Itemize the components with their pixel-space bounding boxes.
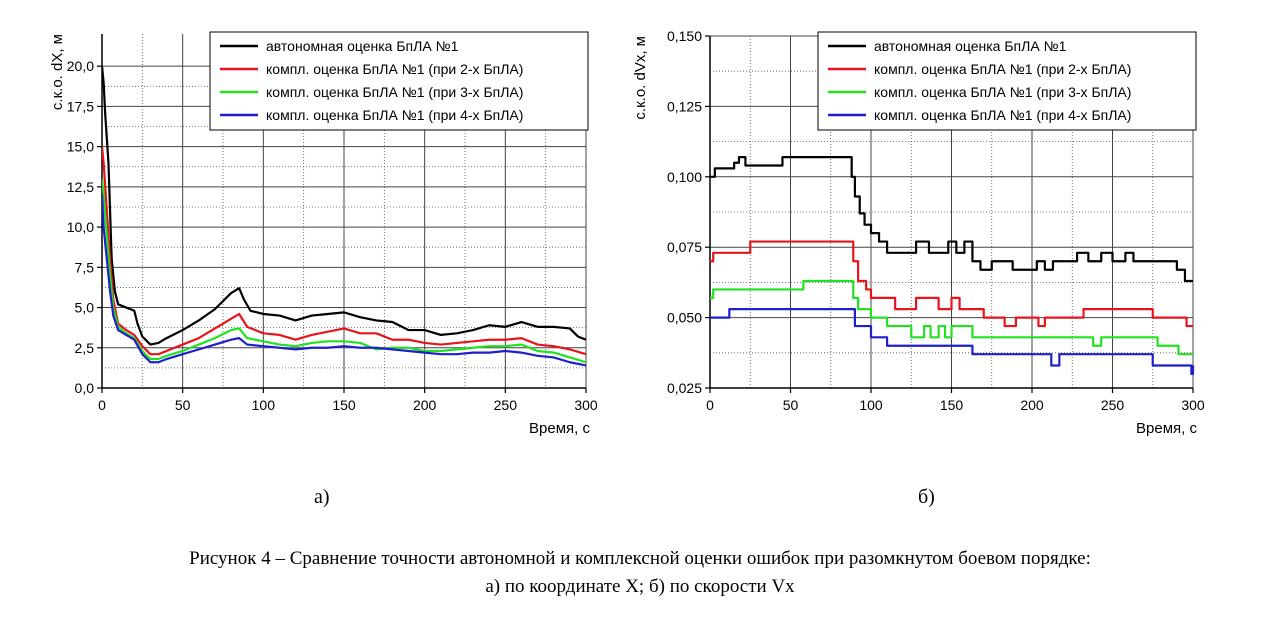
x-axis-label: Время, с bbox=[529, 420, 590, 437]
series-line-4 bbox=[102, 194, 587, 367]
chart-a: 0 50 100 150 200 250 300 0,0 2,5 5,0 7,5 10,0 12,5 15… bbox=[49, 31, 598, 437]
y-tick-label: 0,075 bbox=[667, 239, 702, 255]
y-tick-label: 12,5 bbox=[67, 179, 94, 195]
x-tick-label: 0 bbox=[706, 397, 714, 413]
y-tick-label: 2,5 bbox=[75, 340, 95, 356]
x-axis-label: Время, с bbox=[1136, 420, 1197, 437]
series-line-3 bbox=[102, 178, 587, 364]
y-tick-label: 10,0 bbox=[67, 219, 94, 235]
panel-b-label: б) bbox=[918, 486, 935, 508]
legend-entry-4: компл. оценка БпЛА №1 (при 4-х БпЛА) bbox=[266, 107, 523, 123]
legend-entry-1: автономная оценка БпЛА №1 bbox=[874, 38, 1067, 54]
y-tick-label: 15,0 bbox=[67, 139, 94, 155]
x-tick-label: 100 bbox=[252, 397, 276, 413]
figure-caption: Рисунок 4 – Сравнение точности автономно… bbox=[0, 545, 1280, 601]
y-tick-label: 17,5 bbox=[67, 98, 94, 114]
legend-entry-1: автономная оценка БпЛА №1 bbox=[266, 38, 459, 54]
y-tick-label: 0,025 bbox=[667, 380, 702, 396]
legend-entry-2: компл. оценка БпЛА №1 (при 2-х БпЛА) bbox=[874, 61, 1131, 77]
y-tick-label: 0,150 bbox=[667, 28, 702, 44]
x-tick-label: 150 bbox=[332, 397, 356, 413]
panel-a-label: а) bbox=[314, 486, 330, 508]
legend-box bbox=[817, 31, 1197, 131]
chart-b: 0 50 100 150 200 250 300 0,025 0,050 0,075 0,100 0,… bbox=[632, 28, 1205, 437]
y-tick-label: 0,0 bbox=[75, 380, 95, 396]
legend-entry-3: компл. оценка БпЛА №1 (при 3-х БпЛА) bbox=[266, 84, 523, 100]
y-tick-label: 20,0 bbox=[67, 58, 94, 74]
legend: автономная оценка БпЛА №1 компл. оценка Б… bbox=[209, 31, 589, 131]
x-tick-label: 250 bbox=[494, 397, 518, 413]
x-tick-label: 150 bbox=[940, 397, 964, 413]
legend-entry-4: компл. оценка БпЛА №1 (при 4-х БпЛА) bbox=[874, 107, 1131, 123]
series-line-1 bbox=[102, 66, 587, 346]
series-group bbox=[710, 155, 1195, 376]
y-tick-label: 0,100 bbox=[667, 169, 702, 185]
series-line-2 bbox=[102, 146, 587, 356]
y-tick-label: 0,050 bbox=[667, 310, 702, 326]
series-group bbox=[102, 66, 587, 367]
series-line-3 bbox=[710, 279, 1193, 356]
caption-line-1: Рисунок 4 – Сравнение точности автономно… bbox=[189, 548, 1091, 569]
y-tick-label: 5,0 bbox=[75, 300, 95, 316]
series-line-1 bbox=[710, 155, 1193, 283]
x-tick-label: 100 bbox=[859, 397, 883, 413]
legend-entry-2: компл. оценка БпЛА №1 (при 2-х БпЛА) bbox=[266, 61, 523, 77]
series-line-2 bbox=[710, 240, 1193, 328]
x-tick-label: 50 bbox=[783, 397, 799, 413]
y-tick-label: 0,125 bbox=[667, 98, 702, 114]
x-tick-label: 0 bbox=[98, 397, 106, 413]
y-axis-label: с.к.о. dVx, м bbox=[632, 36, 649, 120]
x-tick-label: 200 bbox=[413, 397, 437, 413]
y-tick-label: 7,5 bbox=[75, 259, 95, 275]
x-tick-label: 50 bbox=[175, 397, 191, 413]
legend-box bbox=[209, 31, 589, 131]
x-tick-label: 250 bbox=[1101, 397, 1125, 413]
x-tick-label: 300 bbox=[1181, 397, 1205, 413]
series-line-4 bbox=[710, 308, 1195, 376]
x-tick-label: 200 bbox=[1020, 397, 1044, 413]
caption-line-2: а) по координате X; б) по скорости Vx bbox=[485, 576, 795, 597]
legend-entry-3: компл. оценка БпЛА №1 (при 3-х БпЛА) bbox=[874, 84, 1131, 100]
y-axis-label: с.к.о. dX, м bbox=[49, 34, 66, 110]
legend: автономная оценка БпЛА №1 компл. оценка Б… bbox=[817, 31, 1197, 131]
x-tick-label: 300 bbox=[574, 397, 598, 413]
